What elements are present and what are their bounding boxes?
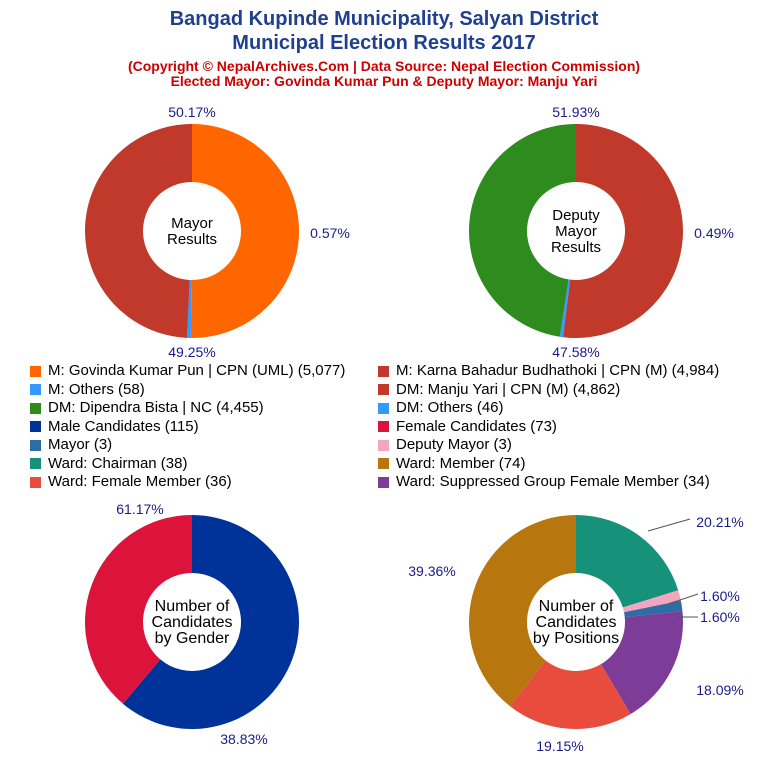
donut-center-label: Results xyxy=(551,239,601,256)
slice-percent-label: 1.60% xyxy=(700,609,740,625)
slice-percent-label: 19.15% xyxy=(536,738,583,754)
slice-percent-label: 0.49% xyxy=(694,225,734,241)
chart-title-line1: Bangad Kupinde Municipality, Salyan Dist… xyxy=(169,8,599,30)
slice-percent-label: 0.57% xyxy=(310,225,350,241)
donut-center-label: Number of xyxy=(155,598,230,615)
donut-center-label: Deputy xyxy=(552,207,600,224)
donut-center-label: Mayor xyxy=(171,215,213,232)
slice-percent-label: 20.21% xyxy=(696,514,743,530)
slice-percent-label: 50.17% xyxy=(168,104,215,120)
slice-percent-label: 18.09% xyxy=(696,682,743,698)
donut-slice xyxy=(85,124,192,338)
donut-center-label: Number of xyxy=(539,598,614,615)
donut-slice xyxy=(559,279,571,338)
donut-slice xyxy=(622,590,681,613)
slice-percent-label: 49.25% xyxy=(168,344,215,360)
donut-center-label: Mayor xyxy=(555,223,597,240)
donut-center-label: Candidates xyxy=(536,614,617,631)
donut-slice xyxy=(576,515,679,608)
slice-percent-label: 39.36% xyxy=(408,563,455,579)
leader-line xyxy=(667,593,699,605)
slice-percent-label: 38.83% xyxy=(220,731,267,747)
donut-slice xyxy=(563,124,684,339)
donut-slice xyxy=(190,124,300,338)
slice-percent-label: 51.93% xyxy=(552,104,599,120)
donut-slice xyxy=(84,515,192,704)
slice-percent-label: 61.17% xyxy=(116,501,163,517)
chart-title-line2: Municipal Election Results 2017 xyxy=(232,32,536,54)
donut-slice xyxy=(469,515,576,706)
copyright-note: (Copyright © NepalArchives.Com | Data So… xyxy=(127,58,641,74)
donut-center-label: by Gender xyxy=(155,630,230,647)
leader-line xyxy=(647,518,691,532)
elected-officials: Elected Mayor: Govinda Kumar Pun & Deput… xyxy=(170,73,598,89)
donut-center-label: by Positions xyxy=(533,630,619,647)
slice-percent-label: 1.60% xyxy=(700,588,740,604)
donut-slice xyxy=(186,279,192,338)
donut-center-label: Results xyxy=(167,231,217,248)
donut-slice xyxy=(600,611,684,715)
slice-percent-label: 47.58% xyxy=(552,344,599,360)
donut-slice xyxy=(468,123,576,337)
donut-slice xyxy=(509,660,631,729)
donut-slice xyxy=(624,600,683,618)
donut-center-label: Candidates xyxy=(152,614,233,631)
donut-slice xyxy=(122,515,299,730)
